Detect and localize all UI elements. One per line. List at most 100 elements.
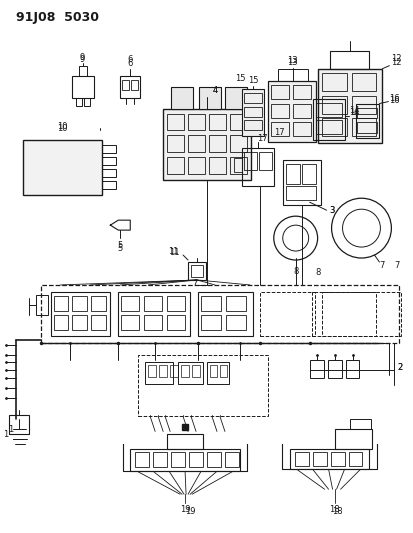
Bar: [188, 135, 204, 152]
Bar: [102, 146, 116, 154]
Bar: [224, 453, 238, 467]
Bar: [270, 85, 288, 99]
Bar: [243, 120, 261, 131]
Bar: [199, 86, 221, 109]
Bar: [135, 453, 149, 467]
Text: 19: 19: [179, 505, 190, 514]
Text: 91J08  5030: 91J08 5030: [16, 11, 98, 24]
Bar: [171, 86, 192, 109]
Bar: [209, 365, 216, 377]
Bar: [259, 292, 314, 336]
Text: 19: 19: [184, 507, 195, 515]
Bar: [144, 315, 162, 330]
Bar: [312, 453, 326, 466]
Bar: [357, 123, 377, 133]
Bar: [76, 98, 82, 106]
Text: 13: 13: [287, 58, 297, 67]
Bar: [258, 152, 271, 171]
Text: 12: 12: [390, 58, 401, 67]
Text: 16: 16: [389, 94, 399, 103]
Bar: [292, 123, 310, 136]
Bar: [163, 109, 250, 180]
Bar: [180, 365, 189, 377]
Bar: [355, 103, 378, 139]
Bar: [144, 296, 162, 311]
Bar: [53, 296, 68, 311]
Bar: [131, 79, 138, 90]
Text: 18: 18: [328, 505, 339, 514]
Bar: [243, 152, 256, 171]
Bar: [285, 164, 299, 184]
Text: 2: 2: [396, 363, 401, 372]
Bar: [192, 365, 199, 377]
Bar: [330, 453, 344, 466]
Bar: [121, 296, 139, 311]
Bar: [153, 453, 167, 467]
Bar: [171, 453, 185, 467]
Text: 5: 5: [117, 244, 123, 253]
Bar: [345, 360, 358, 377]
Text: 14: 14: [349, 106, 359, 115]
Bar: [201, 315, 221, 330]
Bar: [321, 292, 375, 336]
Bar: [282, 160, 320, 205]
Text: 15: 15: [247, 76, 257, 85]
Bar: [241, 148, 273, 186]
Bar: [190, 265, 202, 277]
Text: 3: 3: [329, 206, 334, 215]
Bar: [72, 76, 94, 98]
Bar: [159, 365, 167, 377]
Bar: [167, 296, 185, 311]
Text: 11: 11: [169, 247, 180, 256]
Bar: [243, 93, 261, 102]
Bar: [9, 415, 28, 434]
Bar: [289, 449, 368, 470]
Bar: [312, 99, 344, 140]
Bar: [178, 362, 202, 384]
Bar: [79, 66, 87, 76]
Text: 18: 18: [332, 507, 342, 515]
Bar: [321, 95, 346, 114]
Bar: [219, 365, 226, 377]
Bar: [209, 157, 225, 174]
Text: 9: 9: [80, 55, 85, 64]
Text: 10: 10: [57, 124, 68, 133]
Bar: [188, 262, 206, 280]
Text: 16: 16: [389, 96, 399, 105]
Text: 1: 1: [3, 430, 9, 439]
Text: 17: 17: [257, 134, 268, 143]
Text: 12: 12: [390, 54, 401, 63]
Bar: [229, 135, 246, 152]
Bar: [23, 140, 102, 195]
Text: 4: 4: [212, 86, 217, 95]
Bar: [348, 453, 362, 466]
Bar: [351, 118, 375, 136]
Bar: [285, 186, 315, 200]
Text: 1: 1: [8, 425, 14, 434]
Bar: [301, 164, 315, 184]
Bar: [102, 181, 116, 189]
Bar: [102, 157, 116, 165]
Bar: [311, 292, 400, 336]
Text: 11: 11: [167, 247, 178, 255]
Text: 6: 6: [127, 55, 133, 64]
Bar: [206, 453, 221, 467]
Bar: [188, 157, 204, 174]
Bar: [315, 120, 341, 134]
Bar: [329, 51, 368, 69]
Bar: [72, 296, 87, 311]
Bar: [201, 296, 221, 311]
Bar: [145, 362, 173, 384]
Text: 7: 7: [379, 261, 384, 270]
Bar: [167, 135, 184, 152]
Bar: [229, 157, 246, 174]
Bar: [91, 315, 106, 330]
Bar: [138, 354, 267, 416]
Bar: [225, 296, 245, 311]
Bar: [209, 135, 225, 152]
Bar: [294, 453, 308, 466]
Bar: [53, 315, 68, 330]
Bar: [167, 434, 202, 449]
Bar: [267, 80, 315, 142]
Bar: [170, 365, 178, 377]
